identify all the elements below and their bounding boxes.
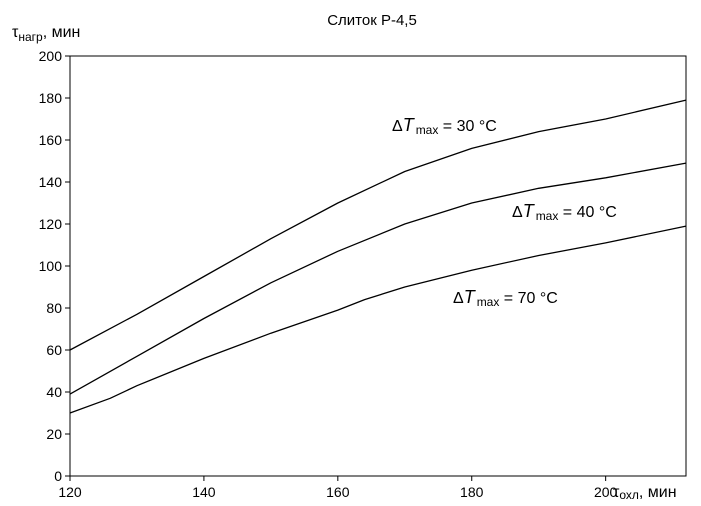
- y-tick-label: 40: [46, 384, 62, 400]
- series-line-1: [69, 99, 687, 351]
- series-group: [69, 99, 687, 414]
- x-axis-label-sub: охл: [619, 488, 639, 502]
- series-labels: ΔT max = 30 °C ΔT max = 40 °C ΔT max = 70 °C: [392, 115, 617, 309]
- y-tick-label: 200: [39, 48, 63, 64]
- series-label-2: ΔT max = 40 °C: [512, 201, 617, 223]
- x-tick-label: 200: [594, 484, 618, 500]
- x-tick-label: 120: [58, 484, 82, 500]
- x-tick-label: 140: [192, 484, 216, 500]
- x-tick-label: 160: [326, 484, 350, 500]
- y-tick-label: 180: [39, 90, 63, 106]
- y-axis: 0 20 40 60 80 100 120 140 160 180 200: [39, 48, 70, 484]
- y-tick-label: 120: [39, 216, 63, 232]
- chart-title: Слиток Р-4,5: [327, 12, 417, 29]
- plot-area: [69, 55, 687, 477]
- y-axis-label-symbol: τ: [12, 24, 19, 41]
- series-label-3: ΔT max = 70 °C: [453, 287, 558, 309]
- y-tick-label: 80: [46, 300, 62, 316]
- series-line-3: [69, 225, 687, 414]
- y-axis-label: τнагр, мин: [12, 24, 80, 44]
- x-axis-label: τохл, мин: [613, 484, 677, 502]
- x-tick-label: 180: [460, 484, 484, 500]
- y-tick-label: 20: [46, 426, 62, 442]
- y-tick-label: 60: [46, 342, 62, 358]
- y-tick-label: 100: [39, 258, 63, 274]
- y-tick-label: 160: [39, 132, 63, 148]
- x-axis: 120 140 160 180 200: [58, 476, 618, 500]
- y-tick-label: 140: [39, 174, 63, 190]
- x-axis-label-symbol: τ: [613, 484, 620, 501]
- x-axis-label-unit: , мин: [639, 484, 677, 501]
- series-line-2: [69, 162, 687, 395]
- series-label-1: ΔT max = 30 °C: [392, 115, 497, 137]
- y-axis-label-sub: нагр: [18, 30, 43, 44]
- y-axis-label-unit: , мин: [43, 24, 81, 41]
- y-tick-label: 0: [54, 468, 62, 484]
